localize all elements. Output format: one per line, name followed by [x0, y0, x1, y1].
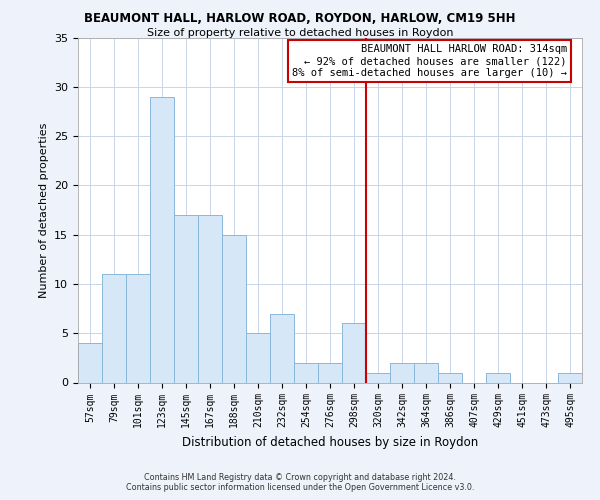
Bar [294, 363, 318, 382]
Bar [486, 372, 510, 382]
Bar [342, 324, 366, 382]
Bar [78, 343, 102, 382]
Bar [414, 363, 438, 382]
Bar [246, 333, 270, 382]
Bar [102, 274, 126, 382]
Y-axis label: Number of detached properties: Number of detached properties [38, 122, 49, 298]
Bar [270, 314, 294, 382]
Text: Size of property relative to detached houses in Roydon: Size of property relative to detached ho… [147, 28, 453, 38]
Bar [150, 96, 174, 383]
Bar [174, 215, 198, 382]
Text: Contains HM Land Registry data © Crown copyright and database right 2024.
Contai: Contains HM Land Registry data © Crown c… [126, 473, 474, 492]
Bar [126, 274, 150, 382]
Bar [222, 234, 246, 382]
Bar [318, 363, 342, 382]
Bar [390, 363, 414, 382]
Bar [366, 372, 390, 382]
X-axis label: Distribution of detached houses by size in Roydon: Distribution of detached houses by size … [182, 436, 478, 449]
Bar [198, 215, 222, 382]
Text: BEAUMONT HALL HARLOW ROAD: 314sqm
← 92% of detached houses are smaller (122)
8% : BEAUMONT HALL HARLOW ROAD: 314sqm ← 92% … [292, 44, 567, 78]
Text: BEAUMONT HALL, HARLOW ROAD, ROYDON, HARLOW, CM19 5HH: BEAUMONT HALL, HARLOW ROAD, ROYDON, HARL… [84, 12, 516, 26]
Bar [558, 372, 582, 382]
Bar [438, 372, 462, 382]
